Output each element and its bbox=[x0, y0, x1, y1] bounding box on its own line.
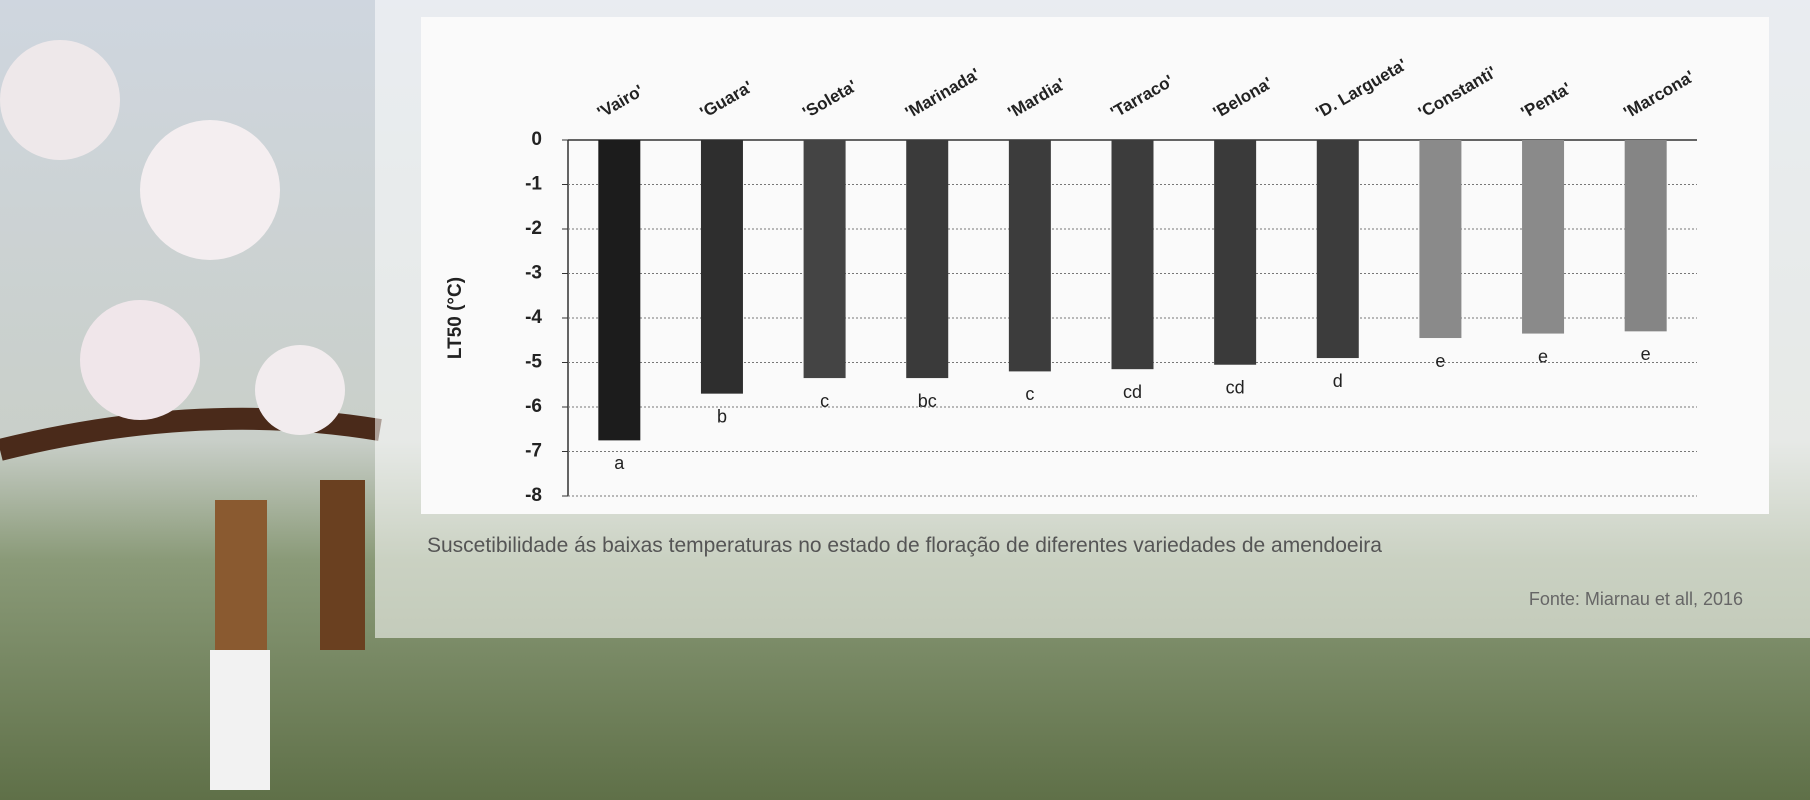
source: Fonte: Miarnau et all, 2016 bbox=[1528, 589, 1743, 609]
bar bbox=[803, 140, 846, 379]
annotation: c bbox=[820, 391, 829, 411]
annotation: cd bbox=[1123, 382, 1142, 402]
bar bbox=[1111, 140, 1154, 370]
annotation: cd bbox=[1226, 377, 1245, 397]
annotation: a bbox=[614, 453, 625, 473]
bar bbox=[1624, 140, 1667, 332]
caption: Suscetibilidade ás baixas temperaturas n… bbox=[427, 534, 1382, 557]
annotation: e bbox=[1435, 351, 1445, 371]
annotation: e bbox=[1641, 344, 1651, 364]
annotation: bc bbox=[918, 391, 937, 411]
y-tick-label: -5 bbox=[525, 352, 542, 373]
bar bbox=[1316, 140, 1359, 359]
bar bbox=[700, 140, 743, 394]
y-tick-label: -7 bbox=[525, 441, 542, 462]
y-tick-label: 0 bbox=[531, 129, 542, 150]
bar bbox=[906, 140, 949, 379]
bar bbox=[1214, 140, 1257, 365]
annotation: c bbox=[1025, 384, 1034, 404]
y-tick-label: -3 bbox=[525, 263, 542, 284]
y-tick-label: -2 bbox=[525, 218, 542, 239]
annotation: b bbox=[717, 406, 727, 426]
y-tick-label: -8 bbox=[525, 485, 542, 506]
y-tick-label: -4 bbox=[525, 307, 542, 328]
y-tick-label: -6 bbox=[525, 396, 542, 417]
bar bbox=[1522, 140, 1565, 334]
annotation: d bbox=[1333, 371, 1343, 391]
y-tick-label: -1 bbox=[525, 174, 542, 195]
bar bbox=[598, 140, 641, 441]
annotation: e bbox=[1538, 346, 1548, 366]
bar bbox=[1008, 140, 1051, 372]
bar bbox=[1419, 140, 1462, 339]
y-axis-label: LT50 (°C) bbox=[445, 277, 466, 359]
